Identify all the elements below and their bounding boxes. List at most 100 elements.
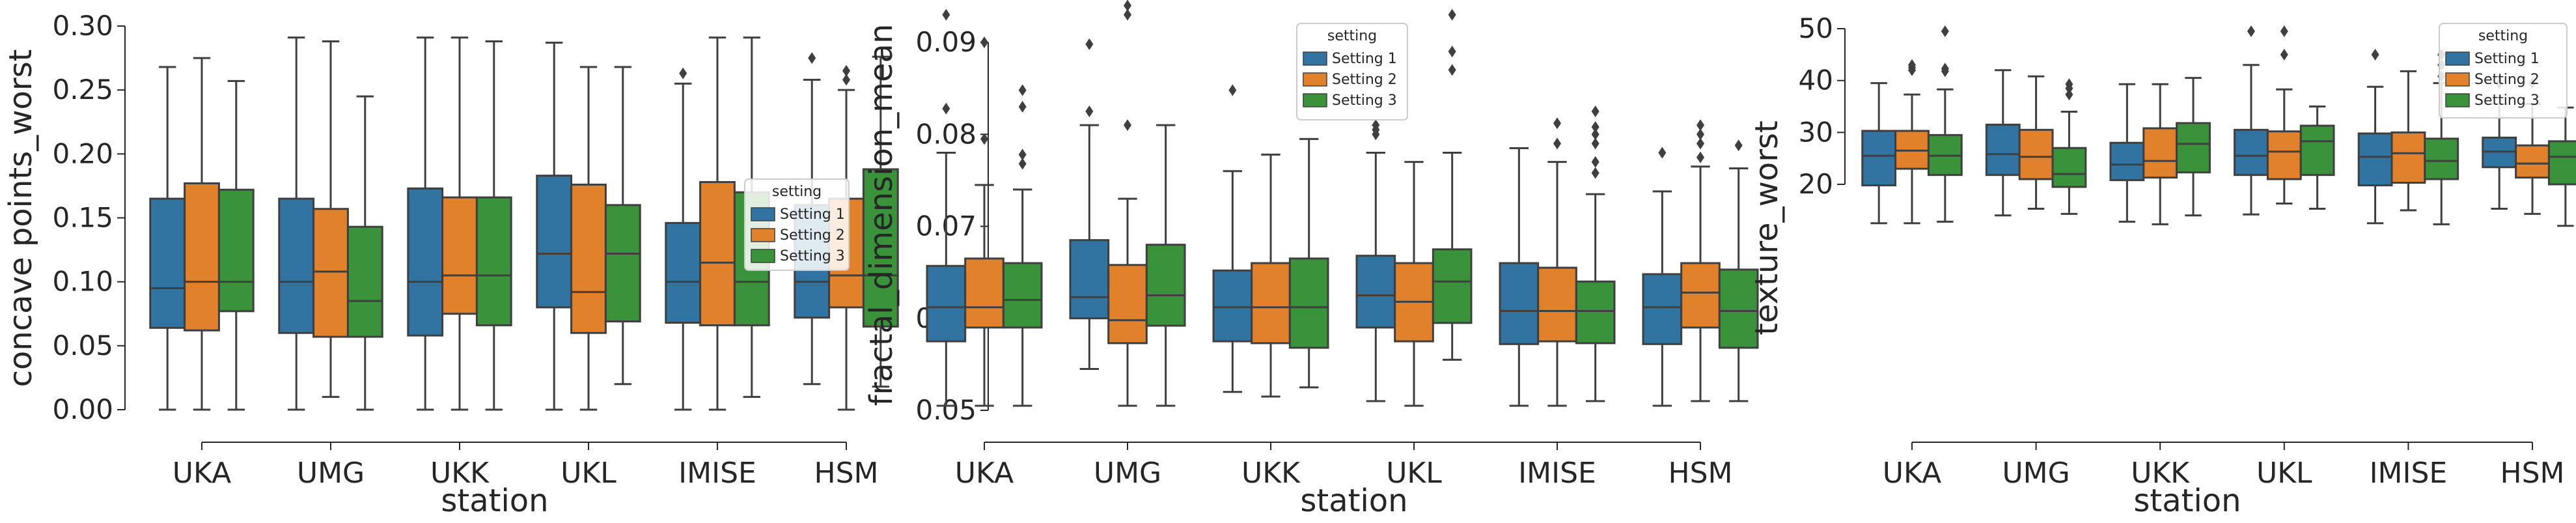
legend-entry-3: Setting 3 [780,248,845,264]
box-body [1069,239,1110,320]
box-setting-3-uka [1002,84,1043,407]
box-setting-2-ukl [1394,161,1434,407]
x-tick-label: HSM [1669,457,1733,490]
outlier-point [1591,156,1600,168]
legend-entry-1: Setting 1 [1332,51,1397,67]
box-setting-2-ukk [441,36,478,411]
x-tick-label: HSM [814,457,879,490]
outlier-point [1697,119,1704,132]
box-setting-1-umg [278,36,315,411]
box-body [346,225,383,338]
y-axis-label: fractal_dimension_mean [863,24,900,406]
legend: setting Setting 1 Setting 2 Setting 3 [744,178,850,271]
x-axis-label: station [441,483,548,519]
box-body [2176,122,2211,174]
legend-swatch-2 [1303,72,1327,87]
y-axis-label: concave points_worst [3,49,39,388]
box-body [217,188,255,313]
legend-swatch-3 [1303,93,1327,107]
box-body [2299,124,2335,177]
outlier-point [1372,119,1380,132]
box-body [407,187,444,337]
legend-box [744,178,850,271]
box-body [1212,269,1253,343]
box-body [2109,141,2145,182]
box-body [1432,248,1473,324]
outlier-point [1448,64,1456,76]
y-tick-label: 0.10 [52,266,113,298]
x-tick-label: IMISE [2370,457,2448,490]
box-body [2051,147,2087,188]
legend-title: setting [1327,28,1377,44]
box-setting-1-ukk [407,36,444,411]
y-tick-label: 40 [1799,64,1833,96]
legend-entry-3: Setting 3 [1332,92,1397,109]
legend-entry-2: Setting 2 [780,227,845,244]
box-setting-1-imise [665,67,702,411]
outlier-point [842,64,850,77]
box-setting-3-umg [2051,78,2087,215]
box-body [441,196,478,315]
legend-title: setting [772,184,822,200]
outlier-point [1018,84,1027,96]
box-setting-2-uka [1894,59,1930,225]
box-body [604,204,641,323]
legend-entry-1: Setting 1 [780,206,845,223]
box-body [1355,255,1396,329]
box-setting-2-hsm [1680,119,1721,403]
box-setting-1-ukl [1355,119,1396,403]
box-body [1107,264,1148,345]
box-setting-1-ukl [2234,25,2269,216]
outlier-point [679,67,687,79]
box-body [278,197,315,334]
y-tick-label: 0.15 [52,202,113,234]
box-body [1288,257,1329,349]
box-setting-1-imise [1499,147,1540,407]
legend-swatch-1 [751,207,775,221]
box-setting-2-ukl [2266,25,2302,205]
x-tick-label: IMISE [678,457,756,490]
box-setting-2-uka [964,36,1004,407]
outlier-point [980,36,988,48]
legend-entry-2: Setting 2 [2474,72,2540,88]
legend-box [2439,23,2568,119]
outlier-point [1697,128,1704,141]
x-tick-label: UMG [1094,457,1161,490]
box-body [475,196,512,326]
box-body [964,257,1004,329]
outlier-point [1018,148,1027,161]
box-body [2357,132,2393,187]
box-setting-3-umg [346,95,383,411]
y-tick-label: 0.25 [52,74,113,106]
chart-panel-1: 0.00 0.05 0.10 0.15 0.20 0.25 0.30 concave poin… [3,10,899,519]
y-tick-label: 0.05 [52,330,113,361]
box-setting-1-umg [1069,38,1110,370]
outlier-point [980,133,988,145]
box-setting-2-umg [312,40,349,398]
box-body [1642,273,1683,345]
box-body [2018,128,2054,180]
box-body [1861,130,1897,187]
box-setting-3-uka [1927,25,1963,223]
outlier-point [1658,147,1667,159]
box-setting-2-imise [699,36,736,411]
box-setting-2-imise [1537,117,1577,407]
box-setting-3-ukk [2176,77,2211,217]
box-body [1002,262,1043,329]
box-setting-1-uka [926,8,967,407]
box-body [1537,266,1577,343]
chart-panel-3: 20 30 40 50 texture_worst UKA UMG UKK UKL IMISE HS… [1749,12,2576,519]
box-setting-1-imise [2357,48,2393,225]
box-setting-2-imise [2390,70,2426,212]
box-setting-3-hsm [1718,139,1759,403]
box-body [926,264,967,343]
x-axis-label: station [1300,483,1407,519]
box-body [2515,144,2550,179]
outlier-point [1553,117,1561,130]
outlier-point [1448,46,1456,58]
box-body [1575,280,1616,345]
outlier-point [2065,89,2073,101]
outlier-point [1448,8,1456,21]
y-tick-label: 0.30 [52,10,113,42]
